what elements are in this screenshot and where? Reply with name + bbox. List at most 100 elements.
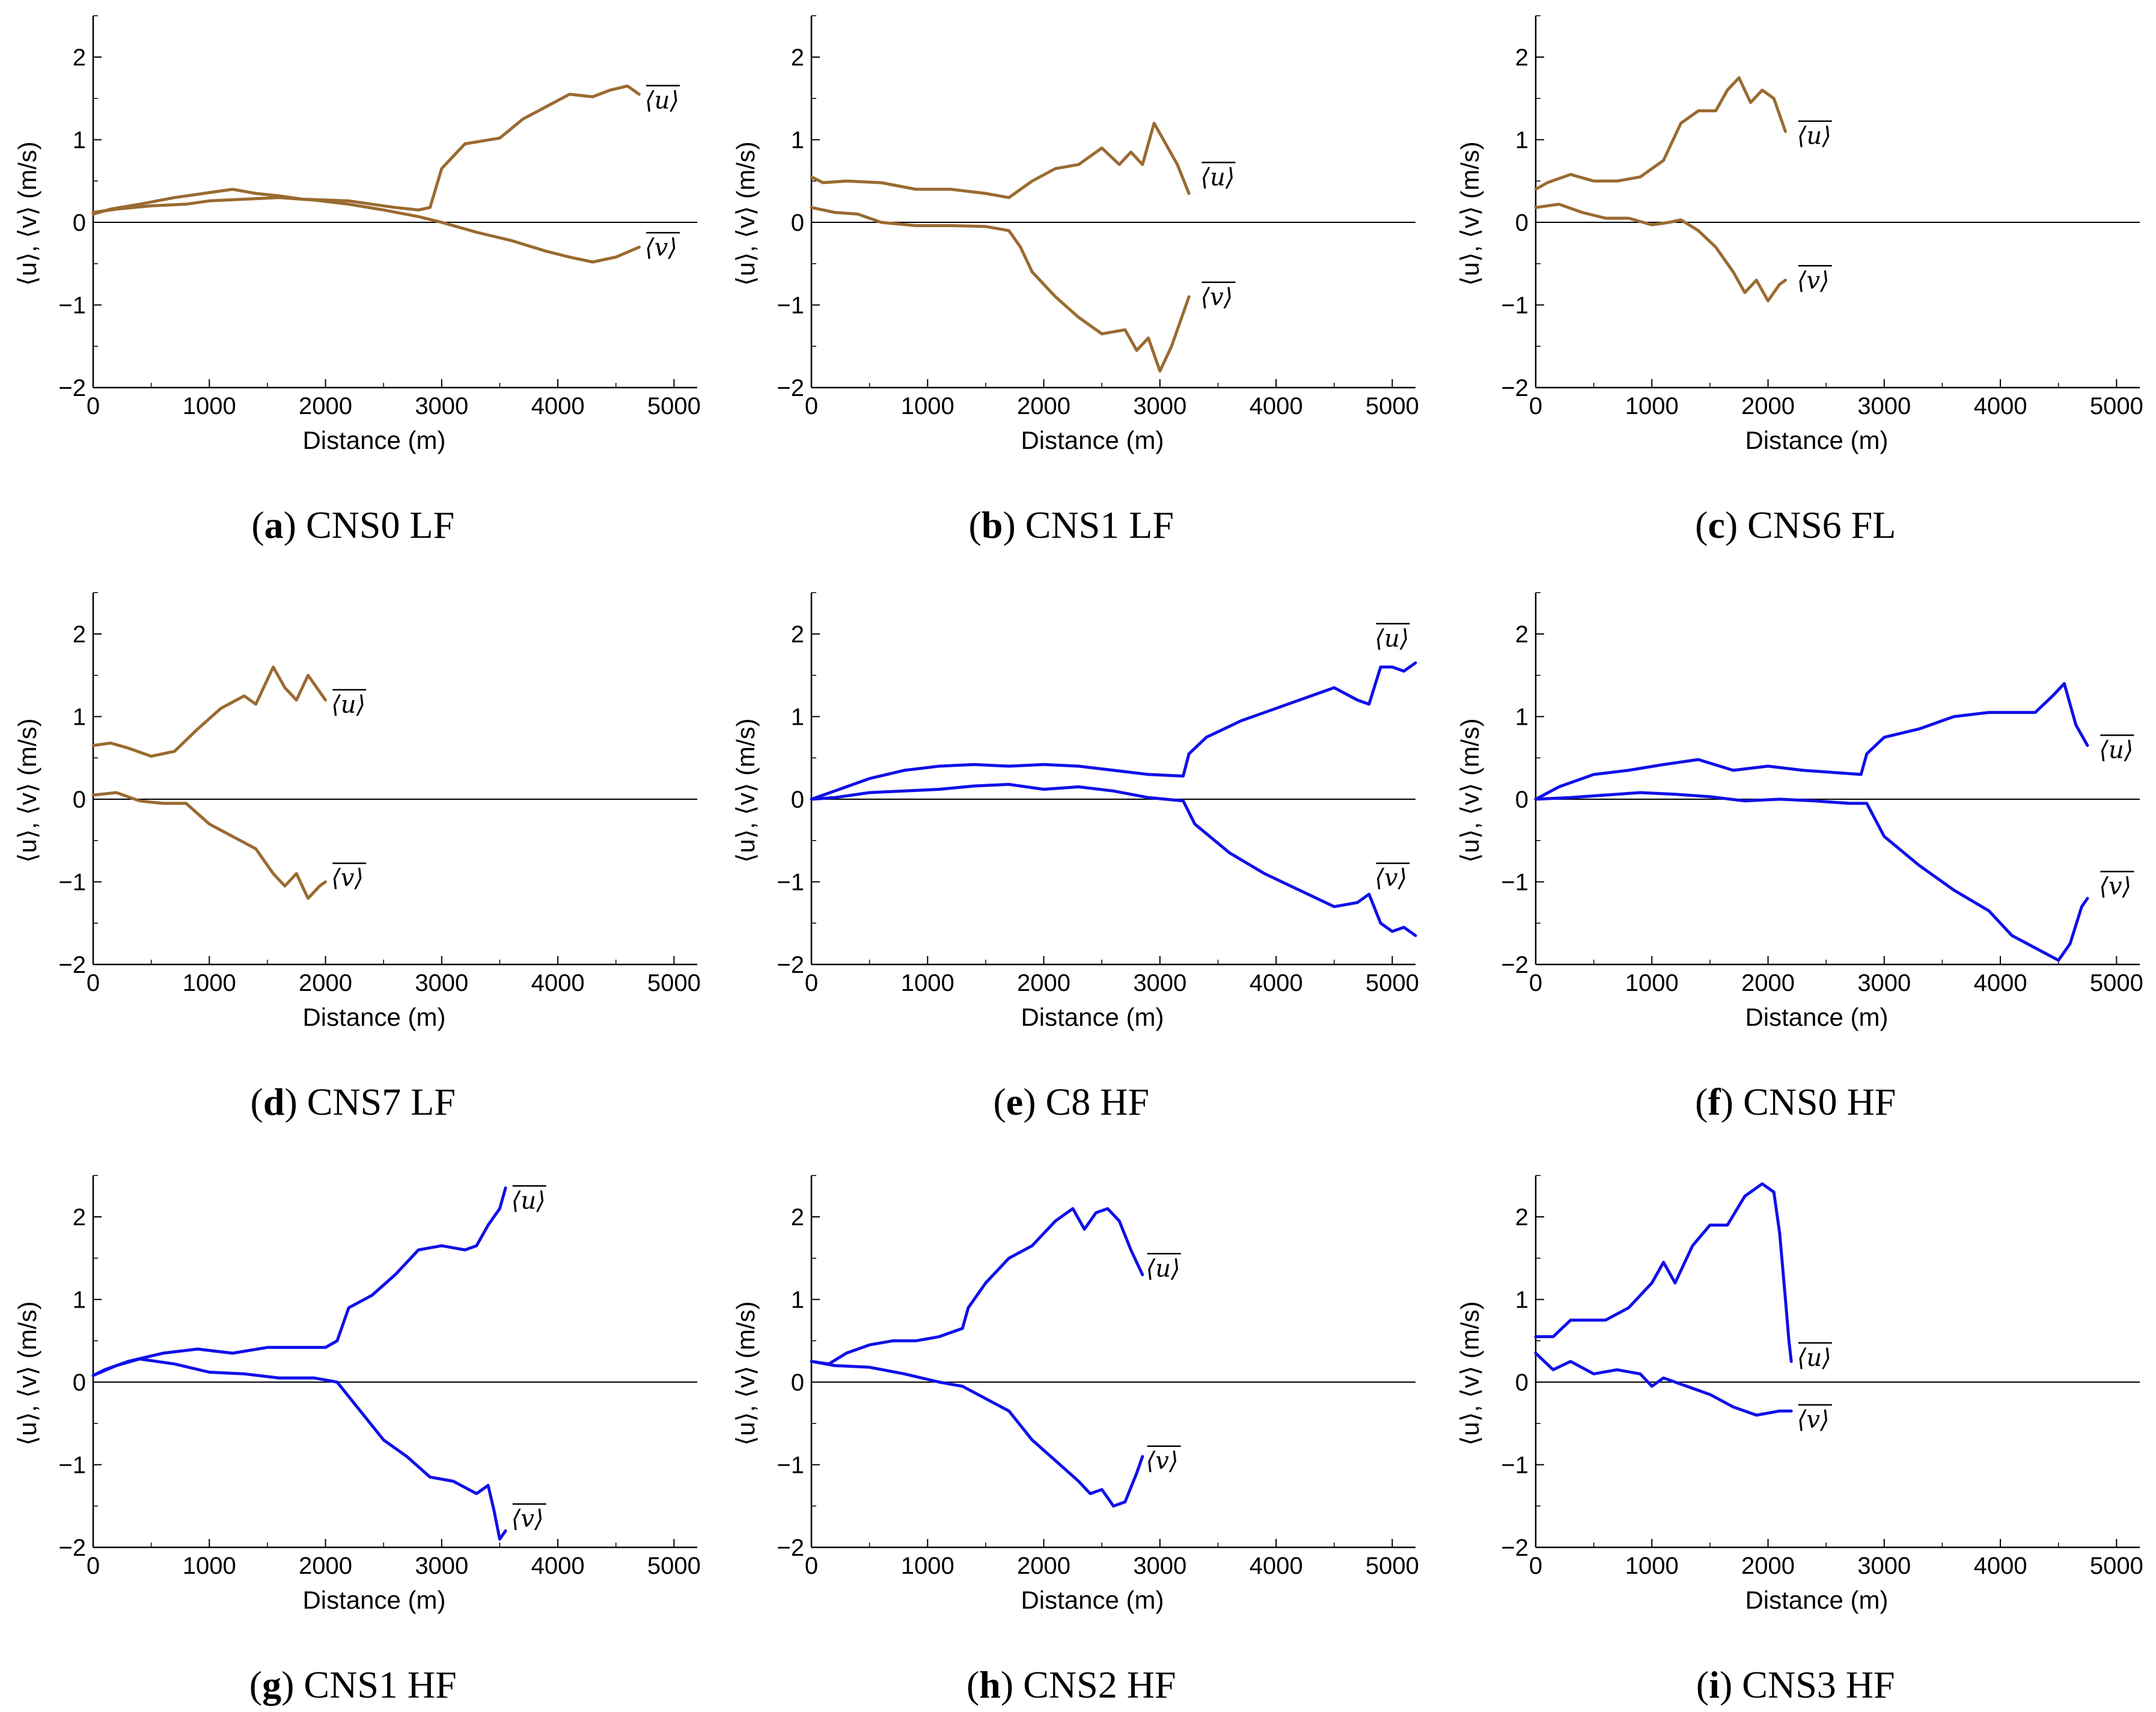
series-line-u	[810, 121, 1191, 200]
caption-open-paren: (	[993, 1080, 1006, 1123]
x-tick-label: 5000	[647, 393, 701, 419]
series-line-u	[810, 1207, 1144, 1366]
caption-close-paren: )	[281, 1663, 304, 1706]
y-axis-title: ⟨u⟩, ⟨v⟩ (m/s)	[731, 1301, 760, 1446]
y-tick-label: −2	[777, 952, 804, 978]
series-label-v: ⟨v⟩	[1200, 284, 1233, 311]
panel-h: −2 −1 0 1 2 0 1000 2000 3000 4000 5000 Distance (m)…	[731, 1175, 1419, 1706]
x-tick-label: 1000	[1625, 970, 1679, 996]
x-tick-label: 0	[87, 393, 100, 419]
series-line-v	[91, 791, 327, 900]
x-tick-label: 2000	[1741, 1553, 1795, 1579]
caption-open-paren: (	[249, 1663, 262, 1706]
panel-caption: (h) CNS2 HF	[967, 1663, 1176, 1706]
y-tick-label: 0	[73, 1369, 86, 1396]
y-tick-label: −1	[1501, 293, 1528, 319]
caption-text: CNS6 FL	[1747, 504, 1896, 546]
y-tick-label: 0	[73, 210, 86, 236]
x-tick-label: 1000	[901, 1553, 954, 1579]
y-tick-label: 1	[791, 127, 804, 154]
x-tick-label: 4000	[531, 1553, 585, 1579]
x-tick-label: 3000	[1857, 393, 1911, 419]
y-tick-label: 0	[791, 210, 804, 236]
panel-i: −2 −1 0 1 2 0 1000 2000 3000 4000 5000 Distance (m)…	[1456, 1175, 2143, 1706]
x-tick-label: 3000	[1133, 970, 1186, 996]
x-tick-label: 1000	[183, 1553, 236, 1579]
y-tick-label: −2	[58, 952, 86, 978]
x-tick-label: 2000	[1741, 393, 1795, 419]
caption-letter: a	[264, 504, 284, 546]
x-axis-title: Distance (m)	[1021, 1586, 1164, 1614]
caption-letter: g	[262, 1663, 281, 1706]
caption-letter: i	[1709, 1663, 1720, 1706]
y-tick-label: −1	[777, 293, 804, 319]
x-axis-title: Distance (m)	[302, 1586, 445, 1614]
caption-close-paren: )	[284, 1080, 307, 1123]
series-label-v: ⟨v⟩	[1375, 865, 1407, 892]
y-tick-label: 0	[791, 1369, 804, 1396]
x-tick-label: 1000	[183, 970, 236, 996]
y-tick-label: 1	[791, 704, 804, 731]
series-line-v	[810, 1360, 1144, 1508]
caption-close-paren: )	[1001, 1663, 1023, 1706]
x-tick-label: 4000	[1974, 970, 2027, 996]
x-tick-label: 2000	[1741, 970, 1795, 996]
caption-text: CNS1 LF	[1025, 504, 1174, 546]
panel-caption: (i) CNS3 HF	[1696, 1663, 1895, 1706]
y-tick-label: −2	[1501, 952, 1528, 978]
x-tick-label: 4000	[531, 970, 585, 996]
series-line-u	[1534, 1182, 1793, 1363]
y-tick-label: 0	[73, 787, 86, 813]
x-tick-label: 0	[87, 1553, 100, 1579]
caption-open-paren: (	[1696, 1663, 1709, 1706]
x-tick-label: 1000	[1625, 1553, 1679, 1579]
caption-letter: b	[982, 504, 1003, 546]
x-tick-label: 4000	[1250, 970, 1303, 996]
y-tick-label: 1	[1515, 127, 1528, 154]
x-tick-label: 3000	[1857, 970, 1911, 996]
x-tick-label: 3000	[1133, 1553, 1186, 1579]
caption-letter: f	[1708, 1080, 1721, 1123]
y-tick-label: 2	[73, 1204, 86, 1231]
series-line-u	[810, 661, 1417, 801]
y-tick-label: 2	[791, 621, 804, 648]
y-axis-title: ⟨u⟩, ⟨v⟩ (m/s)	[1456, 141, 1484, 286]
y-tick-label: −1	[58, 870, 86, 896]
y-tick-label: 1	[791, 1287, 804, 1314]
series-label-u: ⟨u⟩	[331, 691, 365, 719]
x-tick-label: 2000	[1017, 1553, 1070, 1579]
x-tick-label: 1000	[1625, 393, 1679, 419]
x-tick-label: 1000	[901, 393, 954, 419]
y-tick-label: 2	[791, 1204, 804, 1231]
x-tick-label: 3000	[415, 393, 468, 419]
panel-e: −2 −1 0 1 2 0 1000 2000 3000 4000 5000 Distance (m)…	[731, 592, 1419, 1123]
x-tick-label: 4000	[1974, 393, 2027, 419]
panel-caption: (b) CNS1 LF	[969, 504, 1174, 546]
x-tick-label: 2000	[299, 970, 352, 996]
y-tick-label: 1	[1515, 704, 1528, 731]
series-line-u	[91, 84, 641, 216]
caption-open-paren: (	[967, 1663, 979, 1706]
x-axis-title: Distance (m)	[1745, 426, 1888, 454]
series-line-u	[91, 665, 327, 758]
caption-open-paren: (	[251, 1080, 263, 1123]
series-label-u: ⟨u⟩	[1200, 163, 1235, 191]
y-tick-label: −2	[58, 375, 86, 401]
x-tick-label: 3000	[415, 1553, 468, 1579]
x-axis-title: Distance (m)	[1021, 426, 1164, 454]
x-tick-label: 4000	[1250, 1553, 1303, 1579]
series-label-v: ⟨v⟩	[512, 1505, 544, 1533]
series-line-u	[1534, 682, 2089, 801]
x-tick-label: 1000	[183, 393, 236, 419]
panel-caption: (f) CNS0 HF	[1695, 1080, 1896, 1123]
series-label-u: ⟨u⟩	[512, 1187, 546, 1215]
x-tick-label: 5000	[1366, 970, 1419, 996]
series-label-u: ⟨u⟩	[645, 87, 679, 115]
x-tick-label: 5000	[2090, 1553, 2143, 1579]
series-label-v: ⟨v⟩	[2099, 873, 2131, 900]
y-tick-label: 0	[791, 787, 804, 813]
y-tick-label: 2	[1515, 1204, 1528, 1231]
x-axis-title: Distance (m)	[1745, 1003, 1888, 1031]
caption-letter: e	[1006, 1080, 1023, 1123]
